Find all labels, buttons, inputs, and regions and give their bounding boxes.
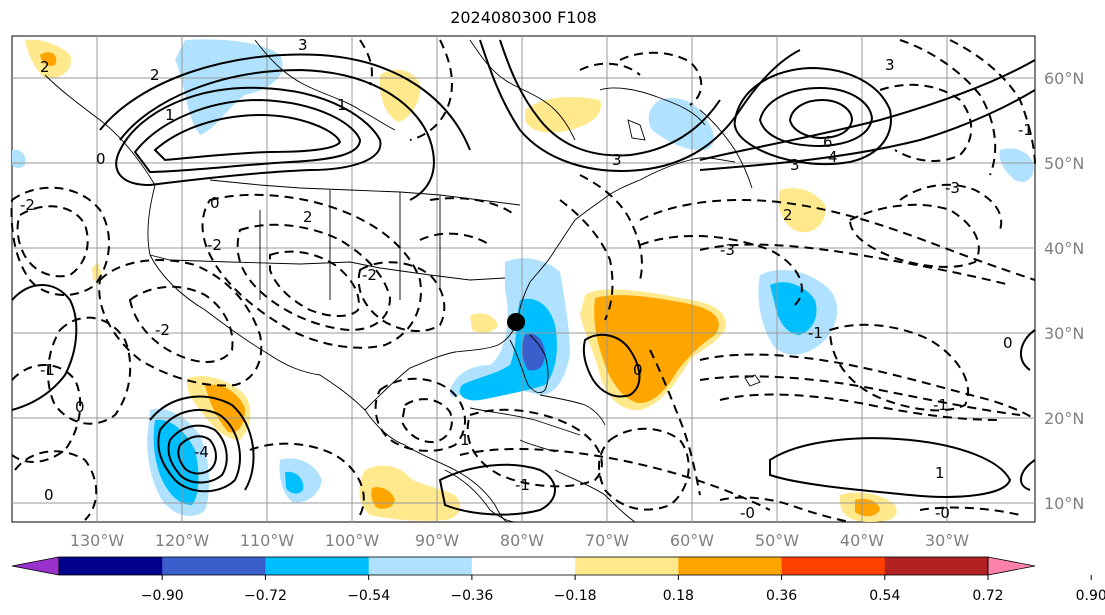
lon-label: 80°W [500, 531, 544, 550]
lon-label: 60°W [670, 531, 714, 550]
lat-label: 30°N [1044, 324, 1084, 343]
contour-label: -2 [20, 196, 35, 214]
colorbar-segments [59, 557, 989, 575]
lat-label: 60°N [1044, 69, 1084, 88]
contour-label: 0 [44, 486, 54, 504]
contour-label: -1 [515, 476, 530, 494]
colorbar-tick-label: −0.18 [554, 588, 597, 604]
contour-label: -1 [808, 324, 823, 342]
contour-label: -0 [935, 504, 950, 522]
location-marker [507, 313, 525, 331]
lon-label: 130°W [70, 531, 125, 550]
lon-label: 70°W [585, 531, 629, 550]
contour-label: 2 [303, 208, 313, 226]
contour-label: -1 [40, 361, 55, 379]
colorbar-tick-label: −0.72 [244, 588, 287, 604]
longitude-labels: 130°W 120°W 110°W 100°W 90°W 80°W 70°W 6… [70, 531, 969, 550]
lon-label: 30°W [925, 531, 969, 550]
contour-label: 3 [298, 36, 308, 54]
contour-label: 1 [460, 431, 470, 449]
lat-label: 50°N [1044, 154, 1084, 173]
colorbar-tick-label: 0.90 [1076, 588, 1105, 604]
contour-label: 2 [150, 66, 160, 84]
lat-label: 20°N [1044, 409, 1084, 428]
lon-label: 120°W [155, 531, 210, 550]
colorbar-tick-label: 0.72 [972, 588, 1003, 604]
contour-label: 2 [783, 206, 793, 224]
contour-label: -2 [155, 321, 170, 339]
contour-label: -3 [720, 241, 735, 259]
colorbar-segment [265, 557, 370, 575]
lon-label: 50°W [755, 531, 799, 550]
contour-label: 0 [75, 398, 85, 416]
colorbar-tick-label: 0.36 [766, 588, 797, 604]
colorbar-outline [58, 556, 989, 576]
lat-label: 10°N [1044, 494, 1084, 513]
shading-fields [12, 39, 1034, 522]
lat-label: 40°N [1044, 239, 1084, 258]
colorbar-segment [781, 557, 886, 575]
colorbar-segment [884, 557, 989, 575]
colorbar-segment [59, 557, 163, 575]
colorbar-tick-label: −0.90 [141, 588, 184, 604]
colorbar-segment [368, 557, 473, 575]
lon-label: 100°W [325, 531, 380, 550]
contour-label: 6 [823, 133, 833, 151]
contour-label: -2 [362, 266, 377, 284]
colorbar-tick-label: −0.54 [347, 588, 390, 604]
contour-label: 1 [165, 106, 175, 124]
colorbar-tick-label: 0.54 [869, 588, 900, 604]
contour-label: 0 [633, 361, 643, 379]
colorbar-tick-label: 0.18 [663, 588, 694, 604]
colorbar-segment [678, 557, 783, 575]
colorbar-segment [162, 557, 266, 575]
contour-label: 3 [885, 56, 895, 74]
latitude-labels: 60°N 50°N 40°N 30°N 20°N 10°N [1044, 69, 1084, 513]
contour-label: 3 [790, 156, 800, 174]
colorbar-extend-low [11, 556, 60, 576]
contour-label: -0 [740, 504, 755, 522]
contour-label: 4 [828, 148, 838, 166]
dashed-contour-lines [10, 39, 1036, 523]
map-title: 2024080300 F108 [450, 8, 597, 27]
colorbar-extend-high [987, 556, 1036, 576]
lon-label: 110°W [240, 531, 295, 550]
contour-label: -3 [945, 179, 960, 197]
contour-label: -2 [207, 236, 222, 254]
coastlines [44, 39, 761, 523]
contour-label: 2 [40, 58, 50, 76]
lon-label: 90°W [415, 531, 459, 550]
contour-labels: 6 4 3 3 3 2 2 1 1 0 0 0 -1 -1 -1 -2 -2 -… [20, 36, 1033, 522]
contour-label: 1 [935, 464, 945, 482]
colorbar-tick-label: −0.36 [450, 588, 493, 604]
contour-label: 3 [612, 151, 622, 169]
lon-label: 40°W [840, 531, 884, 550]
contour-label: 0 [210, 194, 220, 212]
contour-label: 0 [96, 150, 106, 168]
contour-label: 1 [337, 96, 347, 114]
colorbar: −0.90 −0.72 −0.54 −0.36 −0.18 0.18 0.36 0.54 0.7… [11, 556, 1105, 604]
colorbar-segment [575, 557, 679, 575]
contour-label: -1 [933, 396, 948, 414]
colorbar-tick-labels: −0.90 −0.72 −0.54 −0.36 −0.18 0.18 0.36 0.54 0.7… [141, 575, 1105, 604]
contour-label: -4 [194, 443, 209, 461]
contour-lines [11, 39, 1036, 516]
colorbar-segment [471, 557, 576, 575]
contour-label: -1 [1018, 121, 1033, 139]
contour-label: 0 [1003, 334, 1013, 352]
